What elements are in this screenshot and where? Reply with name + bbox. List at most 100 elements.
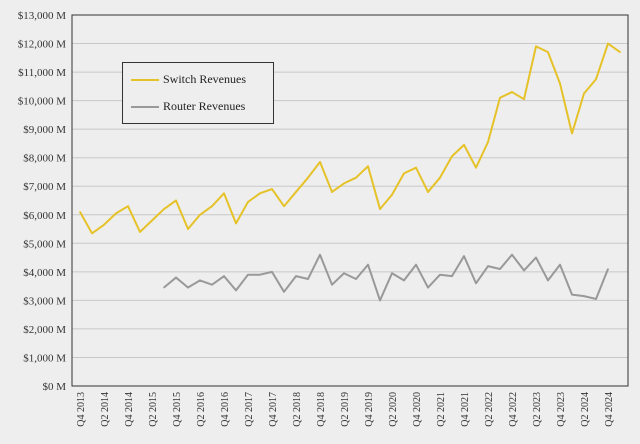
data-point: [403, 172, 405, 175]
data-point: [391, 272, 393, 275]
legend-item-router: Router Revenues: [131, 99, 245, 114]
legend: Switch Revenues Router Revenues: [122, 62, 274, 124]
data-point: [511, 253, 513, 256]
data-point: [307, 176, 309, 179]
data-point: [403, 279, 405, 282]
legend-label: Router Revenues: [163, 99, 246, 113]
data-point: [535, 256, 537, 259]
data-point: [331, 283, 333, 286]
data-point: [439, 273, 441, 276]
y-tick-label: $5,000 M: [23, 238, 66, 250]
x-tick-label: Q4 2014: [124, 392, 135, 427]
data-point: [187, 286, 189, 289]
data-point: [139, 231, 141, 233]
y-tick-label: $2,000 M: [23, 324, 66, 336]
series-line-switch: [79, 42, 621, 235]
data-point: [559, 82, 561, 85]
data-point: [295, 275, 297, 277]
data-point: [355, 176, 357, 179]
data-point: [439, 176, 441, 179]
x-tick-label: Q4 2024: [604, 392, 615, 427]
y-tick-label: $0 M: [42, 381, 66, 393]
data-point: [619, 51, 621, 53]
x-tick-label: Q2 2024: [580, 392, 591, 427]
data-point: [319, 161, 321, 163]
data-point: [283, 291, 285, 293]
x-tick-label: Q2 2020: [388, 392, 399, 427]
data-point: [595, 298, 597, 300]
data-point: [235, 222, 237, 225]
y-tick-label: $1,000 M: [23, 352, 66, 364]
x-tick-label: Q4 2022: [508, 392, 519, 427]
data-point: [511, 91, 513, 93]
x-tick-label: Q4 2021: [460, 392, 471, 427]
y-tick-label: $4,000 M: [23, 267, 66, 279]
x-tick-label: Q2 2023: [532, 392, 543, 427]
y-tick-label: $6,000 M: [23, 210, 66, 222]
data-point: [379, 208, 381, 210]
x-tick-label: Q4 2015: [172, 392, 183, 427]
data-point: [607, 268, 609, 270]
data-point: [607, 42, 609, 45]
data-point: [571, 132, 573, 135]
legend-label: Switch Revenues: [163, 72, 246, 86]
data-point: [559, 263, 561, 266]
legend-swatch: [131, 105, 159, 108]
plot-frame: [71, 14, 629, 387]
data-point: [103, 223, 105, 226]
data-point: [583, 295, 585, 297]
data-point: [259, 273, 261, 276]
y-tick-label: $13,000 M: [18, 10, 67, 22]
x-tick-label: Q4 2020: [412, 392, 423, 427]
y-tick-label: $3,000 M: [23, 295, 66, 307]
x-tick-label: Q2 2018: [292, 392, 303, 427]
data-point: [535, 45, 537, 48]
data-point: [427, 286, 429, 289]
data-point: [391, 193, 393, 196]
x-tick-label: Q2 2019: [340, 392, 351, 427]
data-point: [355, 278, 357, 280]
x-tick-label: Q2 2015: [148, 392, 159, 427]
data-point: [211, 205, 213, 208]
data-point: [175, 276, 177, 279]
legend-swatch: [131, 78, 159, 81]
data-point: [463, 255, 465, 257]
data-point: [367, 263, 369, 266]
x-tick-label: Q2 2017: [244, 392, 255, 427]
data-point: [571, 293, 573, 296]
data-point: [499, 268, 501, 270]
y-tick-label: $11,000 M: [18, 67, 66, 79]
x-tick-label: Q2 2016: [196, 392, 207, 427]
data-point: [523, 269, 525, 272]
data-point: [343, 182, 345, 185]
data-point: [595, 78, 597, 81]
x-tick-label: Q2 2022: [484, 392, 495, 427]
data-point: [427, 191, 429, 193]
y-tick-label: $12,000 M: [18, 39, 67, 51]
data-point: [415, 166, 417, 169]
data-point: [487, 141, 489, 143]
data-point: [235, 289, 237, 292]
data-point: [163, 286, 165, 289]
data-point: [331, 191, 333, 193]
y-tick-label: $7,000 M: [23, 181, 66, 193]
data-point: [271, 271, 273, 273]
data-point: [451, 155, 453, 158]
data-point: [343, 272, 345, 275]
data-point: [271, 188, 273, 190]
data-point: [187, 228, 189, 230]
data-point: [547, 279, 549, 282]
data-point: [91, 232, 93, 235]
data-point: [295, 191, 297, 193]
data-point: [523, 98, 525, 100]
x-tick-label: Q4 2019: [364, 392, 375, 427]
data-point: [115, 212, 117, 215]
data-point: [79, 211, 81, 213]
data-point: [379, 299, 381, 302]
x-tick-label: Q4 2023: [556, 392, 567, 427]
data-point: [367, 165, 369, 168]
data-point: [283, 205, 285, 208]
x-tick-label: Q4 2013: [76, 392, 87, 427]
data-point: [463, 144, 465, 146]
